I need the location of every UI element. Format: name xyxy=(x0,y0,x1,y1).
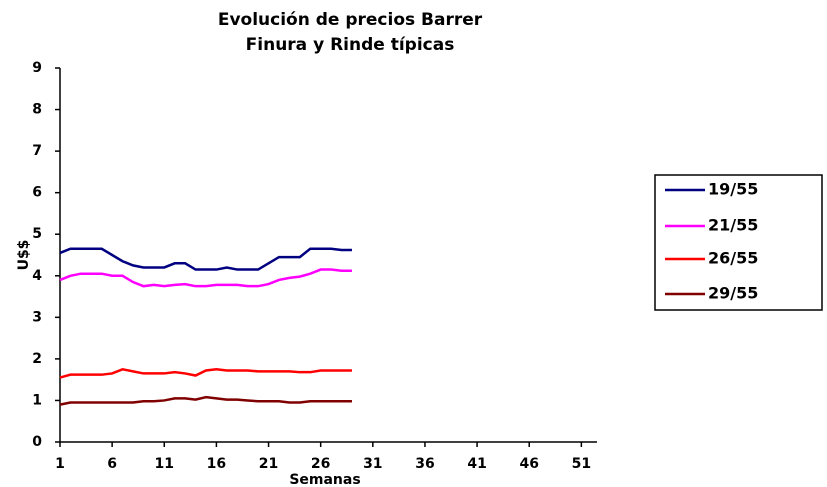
y-tick-label: 8 xyxy=(32,102,42,118)
series-line xyxy=(59,395,352,406)
legend-label: 21/55 xyxy=(708,216,758,235)
chart-title: Evolución de precios Barrer xyxy=(218,10,483,30)
series-line xyxy=(59,367,352,379)
series-line xyxy=(59,247,352,271)
x-tick-label: 11 xyxy=(155,456,174,472)
x-tick-label: 41 xyxy=(467,456,486,472)
chart-subtitle: Finura y Rinde típicas xyxy=(246,35,455,55)
y-axis-label: U$$ xyxy=(16,240,32,271)
y-tick-label: 1 xyxy=(32,392,42,408)
y-tick-label: 6 xyxy=(32,185,42,201)
x-tick-label: 51 xyxy=(572,456,591,472)
y-tick-label: 3 xyxy=(32,309,42,325)
y-tick-label: 7 xyxy=(32,143,42,159)
x-tick-label: 6 xyxy=(107,456,117,472)
x-tick-label: 16 xyxy=(207,456,226,472)
y-tick-label: 2 xyxy=(32,351,42,367)
y-tick-label: 4 xyxy=(32,268,42,284)
x-axis-label: Semanas xyxy=(289,472,360,487)
x-tick-label: 1 xyxy=(55,456,65,472)
y-tick-label: 0 xyxy=(32,434,42,450)
x-tick-label: 46 xyxy=(519,456,538,472)
series-line xyxy=(59,268,352,288)
y-tick-label: 9 xyxy=(32,60,42,76)
y-tick-label: 5 xyxy=(32,226,42,242)
legend-label: 26/55 xyxy=(708,249,758,268)
x-tick-label: 26 xyxy=(311,456,330,472)
x-tick-label: 31 xyxy=(363,456,382,472)
legend-label: 19/55 xyxy=(708,180,758,199)
x-tick-label: 21 xyxy=(259,456,278,472)
legend-label: 29/55 xyxy=(708,284,758,303)
legend-box xyxy=(654,174,823,311)
x-tick-label: 36 xyxy=(415,456,434,472)
